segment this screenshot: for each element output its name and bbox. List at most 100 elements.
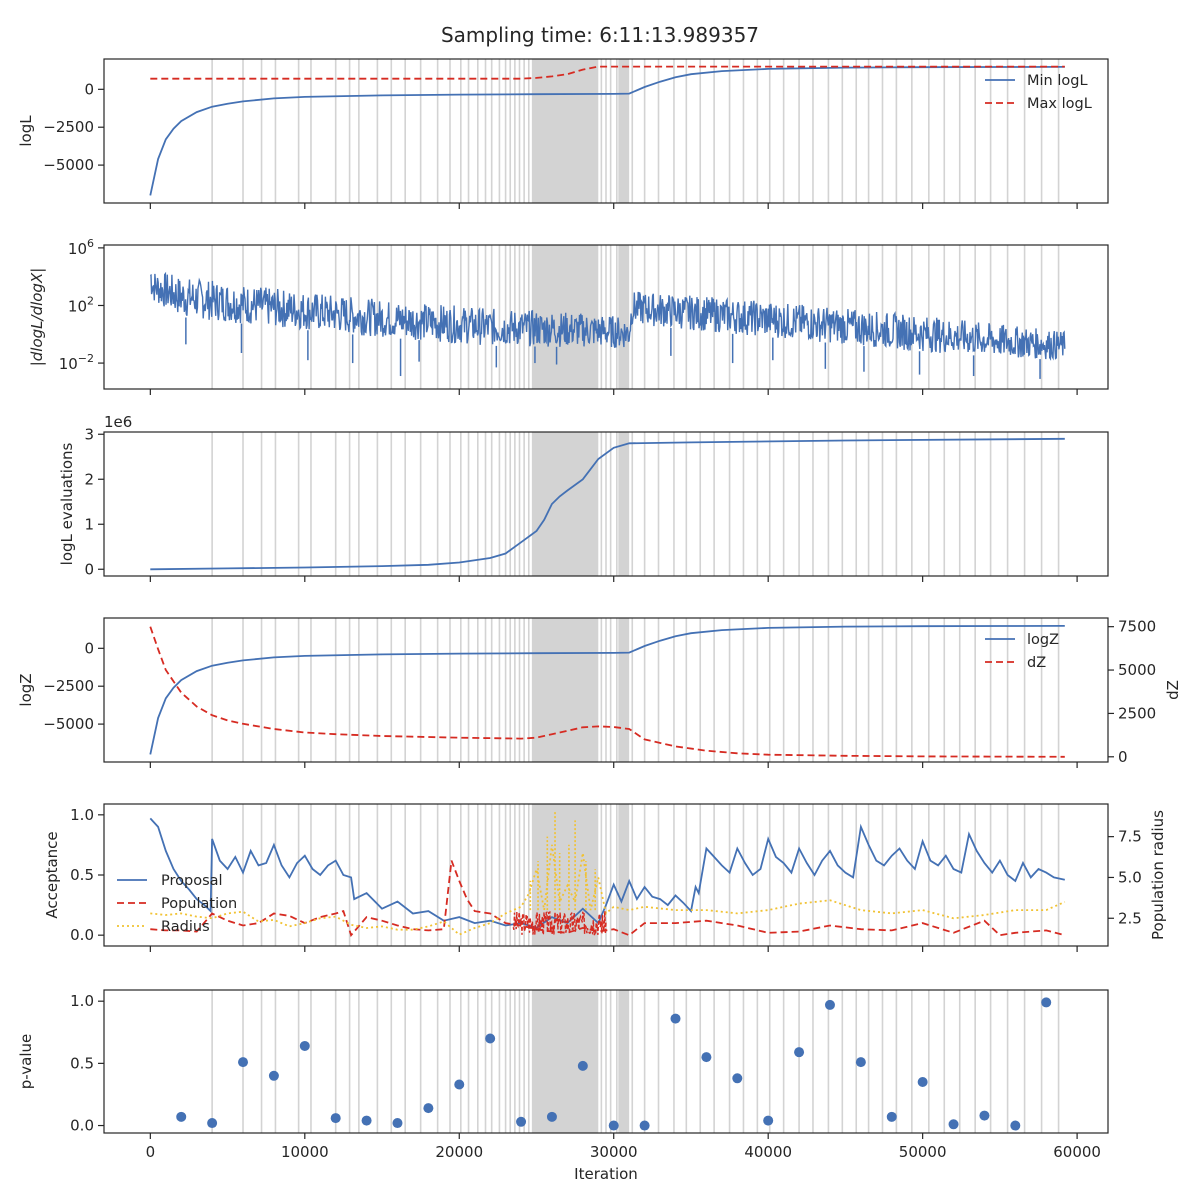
y-tick-label: 0.0 [70, 926, 94, 944]
data-point [824, 999, 835, 1010]
y-tick-label: 0 [84, 560, 94, 578]
data-point [176, 1111, 187, 1122]
y-tick-label: −5000 [43, 715, 94, 733]
panel-dlogL: 106 102 10−2 |dlogL/dlogX| [28, 237, 1109, 395]
y-axis-label: Acceptance [43, 831, 61, 918]
y-tick-label: 3 [84, 425, 94, 443]
change-band [531, 432, 599, 576]
data-point [330, 1113, 341, 1124]
data-point [886, 1111, 897, 1122]
data-point [299, 1040, 310, 1051]
y-tick-label-right: 5000 [1118, 661, 1156, 679]
axes-frame [103, 989, 1109, 1134]
axes-frame [103, 617, 1109, 763]
data-point [207, 1118, 218, 1129]
change-band [618, 804, 630, 946]
data-point [1041, 997, 1052, 1008]
legend-label: Radius [161, 919, 210, 935]
y-axis-label: logZ [17, 673, 35, 706]
change-band [618, 990, 630, 1133]
x-tick-label: 0 [146, 1143, 156, 1161]
change-band [618, 618, 630, 762]
data-point [855, 1057, 866, 1068]
data-point [794, 1047, 805, 1058]
data-point [701, 1052, 712, 1063]
y-tick-label-right: 2.5 [1118, 909, 1142, 927]
data-point [268, 1070, 279, 1081]
y-tick-label: 106 [68, 237, 94, 258]
x-tick-label: 60000 [1053, 1143, 1101, 1161]
legend-label: logZ [1027, 632, 1059, 648]
y-tick-label: 1.0 [70, 992, 94, 1010]
data-point [1010, 1120, 1021, 1131]
y-axis-label: logL evaluations [58, 442, 76, 565]
series-line-logz [149, 625, 1065, 755]
data-point [608, 1120, 619, 1131]
axes-frame [103, 431, 1109, 577]
legend-label: dZ [1027, 655, 1046, 671]
panel-logL: 0 −2500 −5000 logL Min logL Max logL [17, 58, 1109, 209]
y-axis-label: p-value [17, 1034, 35, 1090]
y-tick-label: 1 [84, 515, 94, 533]
series-line-min-logl [149, 66, 1065, 196]
y-tick-label: 2 [84, 470, 94, 488]
series-line-dz [149, 626, 1065, 758]
change-band [618, 245, 630, 389]
plot-area [150, 432, 1065, 576]
x-axis-label: Iteration [574, 1165, 638, 1183]
x-tick-label: 20000 [435, 1143, 483, 1161]
y-tick-label: 0 [84, 80, 94, 98]
data-point [979, 1110, 990, 1121]
plot-area [149, 59, 1065, 203]
series-line [149, 271, 1066, 361]
y-tick-label-right: 2500 [1118, 704, 1156, 722]
data-point [577, 1060, 588, 1071]
series-line-population [150, 860, 1066, 938]
data-point [948, 1119, 959, 1130]
y-tick-label: −2500 [43, 118, 94, 136]
x-tick-label: 50000 [899, 1143, 947, 1161]
y-tick-label: −2500 [43, 677, 94, 695]
data-point [670, 1013, 681, 1024]
series-line-data [150, 437, 1065, 571]
series-line-radius [150, 844, 1066, 936]
x-tick-label: 40000 [744, 1143, 792, 1161]
y-tick-label-right: 5.0 [1118, 868, 1142, 886]
legend-label: Max logL [1027, 96, 1092, 112]
data-point [732, 1073, 743, 1084]
axes-frame [103, 244, 1109, 390]
series-line-proposal [149, 817, 1065, 929]
data-point [546, 1111, 557, 1122]
y-tick-label-right: 7500 [1118, 618, 1156, 636]
panel-evals: 0 1 2 3 1e6 logL evaluations [58, 413, 1109, 582]
population-noise [512, 910, 607, 938]
y-axis-label-right: dZ [1164, 680, 1182, 700]
y-axis-label: |dlogL/dlogX| [28, 268, 46, 367]
data-point [361, 1115, 372, 1126]
plot-area [176, 990, 1060, 1133]
plot-area [149, 804, 1066, 946]
y-tick-label: 0 [84, 639, 94, 657]
y-tick-label-right: 7.5 [1118, 828, 1142, 846]
change-band [531, 618, 599, 762]
data-point [423, 1103, 434, 1114]
data-point [485, 1033, 496, 1044]
axes-frame [103, 58, 1109, 204]
figure-title: Sampling time: 6:11:13.989357 [441, 23, 759, 47]
legend-label: Proposal [161, 873, 223, 889]
y-axis-label: logL [17, 115, 35, 147]
y-tick-label: −5000 [43, 156, 94, 174]
change-band [618, 59, 630, 203]
y-tick-label-right: 0 [1118, 748, 1128, 766]
y-tick-label: 102 [68, 294, 94, 315]
data-point [238, 1057, 249, 1068]
change-band [531, 990, 599, 1133]
plot-area [149, 245, 1066, 389]
plot-area [149, 618, 1065, 762]
change-band [531, 59, 599, 203]
panel-pvalue: 0 10000 20000 30000 40000 50000 60000 0.0 0.5 1.0… [17, 989, 1109, 1161]
data-point [639, 1120, 650, 1131]
y-tick-label: 10−2 [59, 352, 94, 373]
